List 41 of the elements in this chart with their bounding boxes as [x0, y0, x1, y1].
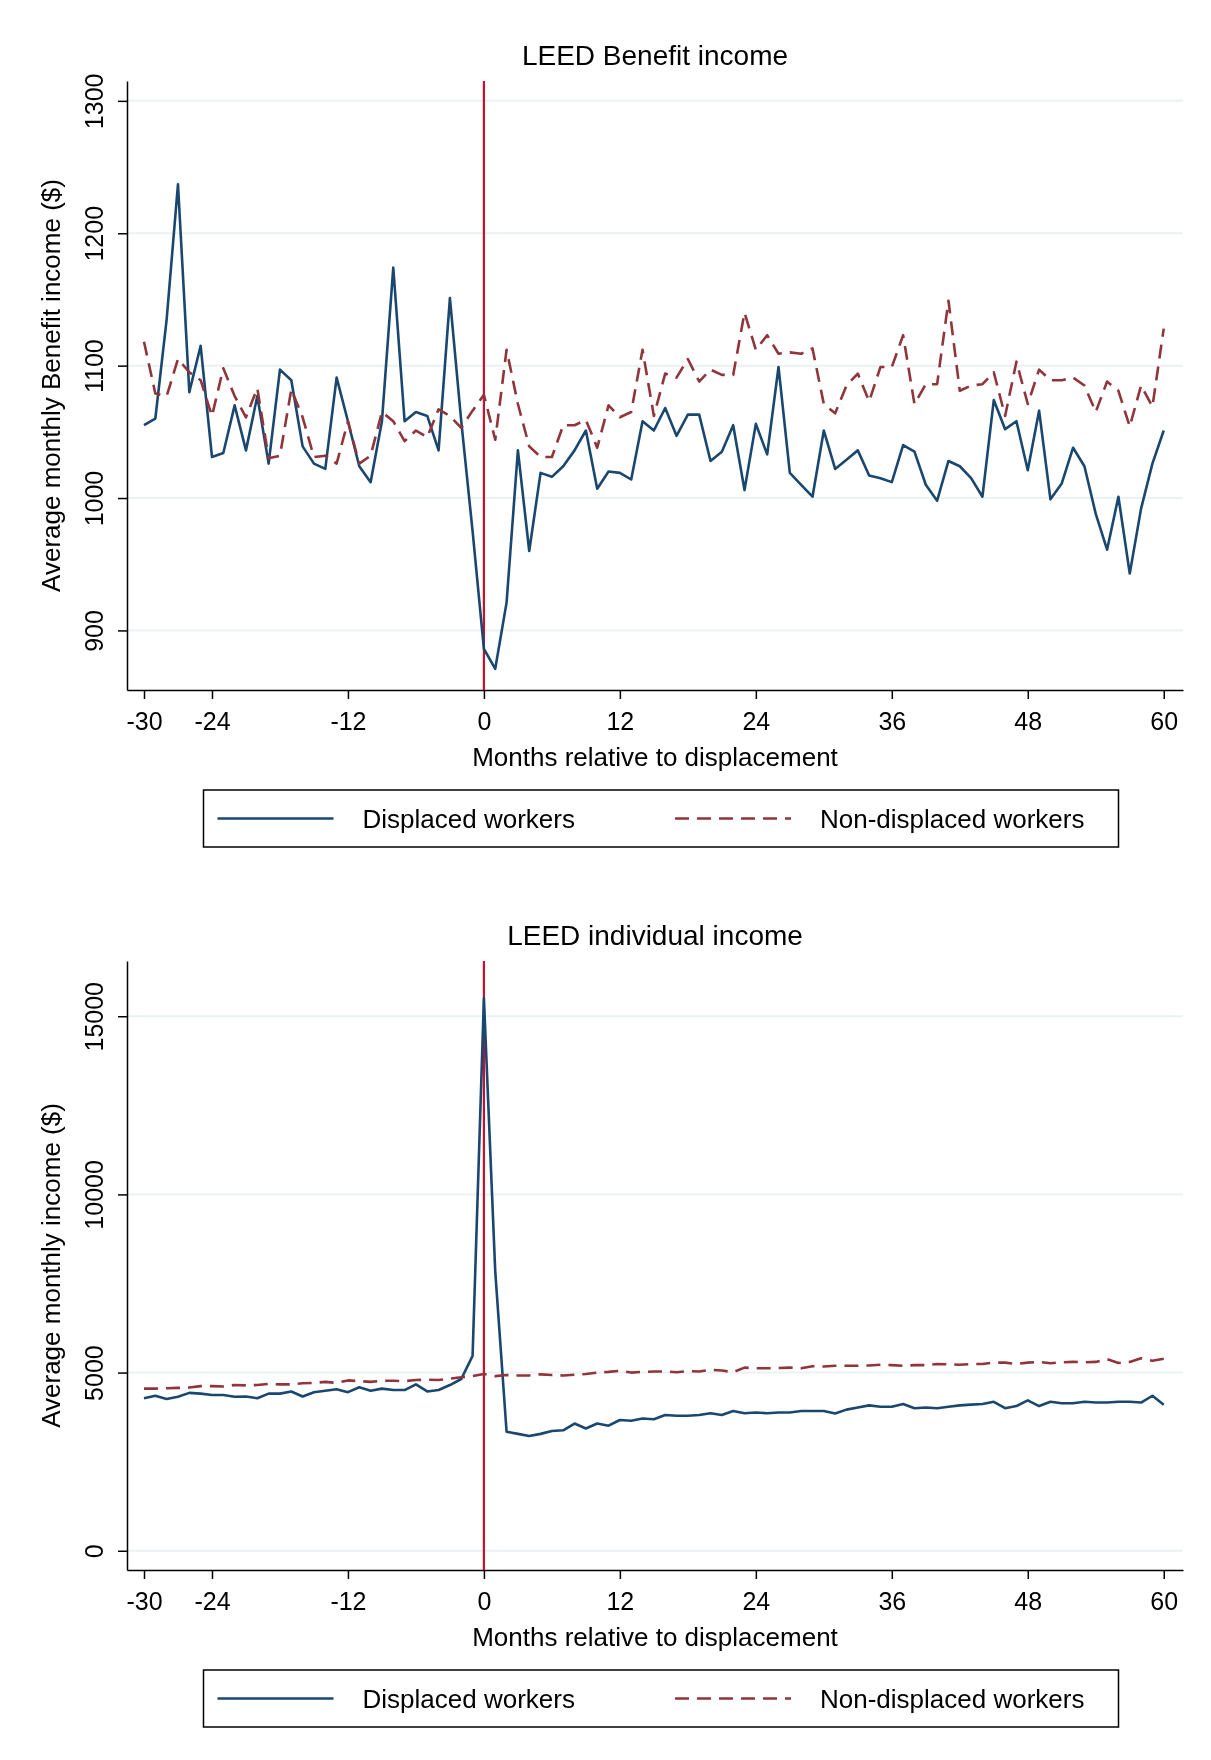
y-tick-label: 15000: [80, 981, 108, 1052]
x-tick-label: 24: [742, 1586, 771, 1615]
x-axis-title: Months relative to displacement: [472, 1622, 839, 1652]
x-tick-label: 60: [1150, 1586, 1179, 1615]
y-tick-label: 1100: [80, 339, 108, 394]
y-tick-label: 1300: [80, 73, 108, 130]
line-series: [142, 1357, 1166, 1390]
x-tick-label: -12: [330, 706, 367, 735]
y-axis-title: Average monthly Benefit income ($): [36, 179, 66, 592]
x-tick-label: 24: [742, 706, 771, 735]
x-tick-label: -30: [126, 706, 163, 735]
x-tick-label: -24: [194, 1586, 231, 1615]
chart-title: LEED individual income: [507, 920, 803, 951]
y-tick-label: 10000: [80, 1160, 108, 1230]
x-tick-label: 12: [606, 706, 635, 735]
chart-title: LEED Benefit income: [521, 40, 789, 71]
legend-label: Non-displaced workers: [820, 803, 1085, 834]
legend-label: Non-displaced workers: [820, 1683, 1085, 1714]
x-axis-title: Months relative to displacement: [472, 742, 839, 772]
x-tick-label: 0: [477, 706, 492, 735]
x-tick-label: 60: [1150, 706, 1179, 735]
x-tick-label: -24: [194, 706, 231, 735]
x-tick-label: 48: [1014, 1586, 1043, 1615]
legend-label: Displaced workers: [362, 803, 575, 834]
legend-label: Displaced workers: [362, 1683, 575, 1714]
x-tick-label: -12: [330, 1586, 367, 1615]
y-tick-label: 0: [80, 1544, 108, 1559]
x-tick-label: 36: [878, 1586, 907, 1615]
y-axis-title: Average monthly income ($): [36, 1103, 66, 1428]
y-tick-label: 1200: [80, 205, 108, 262]
x-tick-label: 0: [477, 1586, 492, 1615]
y-tick-label: 1000: [80, 470, 108, 527]
line-series: [142, 997, 1166, 1438]
y-tick-label: 5000: [80, 1345, 108, 1401]
x-tick-label: 12: [606, 1586, 635, 1615]
line-series: [142, 182, 1166, 671]
line-series: [142, 299, 1166, 465]
x-tick-label: -30: [126, 1586, 163, 1615]
y-tick-label: 900: [80, 610, 108, 652]
x-tick-label: 48: [1014, 706, 1043, 735]
x-tick-label: 36: [878, 706, 907, 735]
